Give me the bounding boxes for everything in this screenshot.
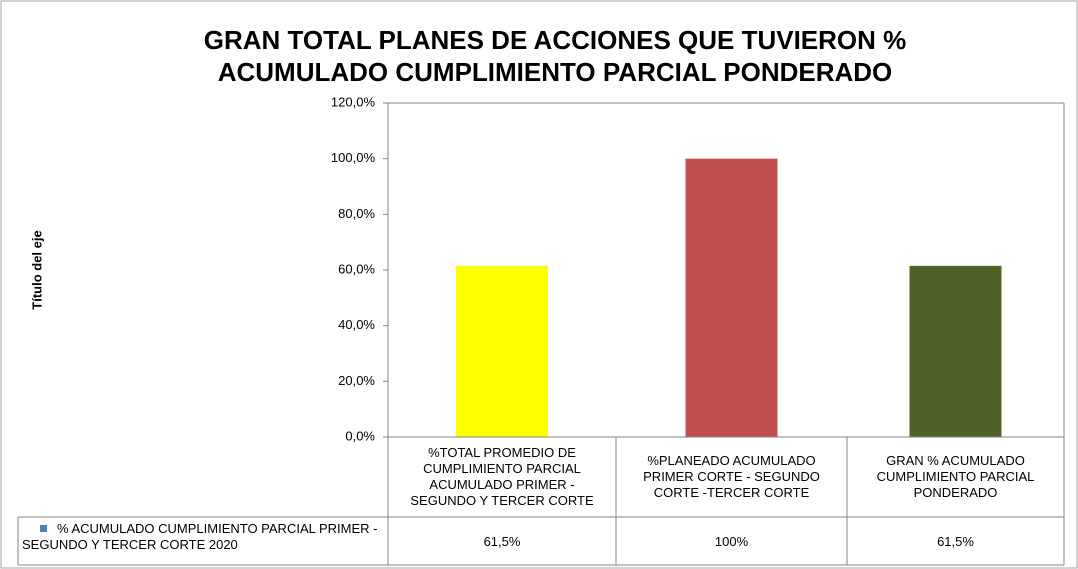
data-label: 61,5% bbox=[483, 533, 521, 549]
bar bbox=[456, 265, 548, 437]
y-tick-label: 20,0% bbox=[338, 373, 375, 388]
y-tick-label: 100,0% bbox=[331, 150, 376, 165]
bar bbox=[685, 158, 778, 437]
chart-title: GRAN TOTAL PLANES DE ACCIONES QUE TUVIER… bbox=[203, 25, 907, 87]
legend-marker bbox=[40, 525, 47, 532]
data-label: 61,5% bbox=[937, 533, 974, 549]
y-tick-label: 120,0% bbox=[331, 94, 376, 109]
y-tick-label: 40,0% bbox=[338, 317, 375, 332]
legend-label: % ACUMULADO CUMPLIMIENTO PARCIAL PRIMER … bbox=[22, 521, 378, 552]
y-tick-label: 80,0% bbox=[338, 206, 375, 221]
data-label: 100% bbox=[714, 533, 749, 549]
legend: % ACUMULADO CUMPLIMIENTO PARCIAL PRIMER … bbox=[22, 521, 384, 553]
x-tick-label: GRAN % ACUMULADO CUMPLIMIENTO PARCIAL PO… bbox=[876, 453, 1035, 500]
y-tick-label: 60,0% bbox=[338, 261, 375, 276]
bar bbox=[909, 265, 1002, 437]
y-tick-label: 0,0% bbox=[345, 428, 375, 443]
x-tick-label: %TOTAL PROMEDIO DE CUMPLIMIENTO PARCIAL … bbox=[410, 445, 594, 508]
y-axis-title: Título del eje bbox=[29, 230, 44, 309]
x-tick-label: %PLANEADO ACUMULADO PRIMER CORTE - SEGUN… bbox=[643, 453, 820, 500]
